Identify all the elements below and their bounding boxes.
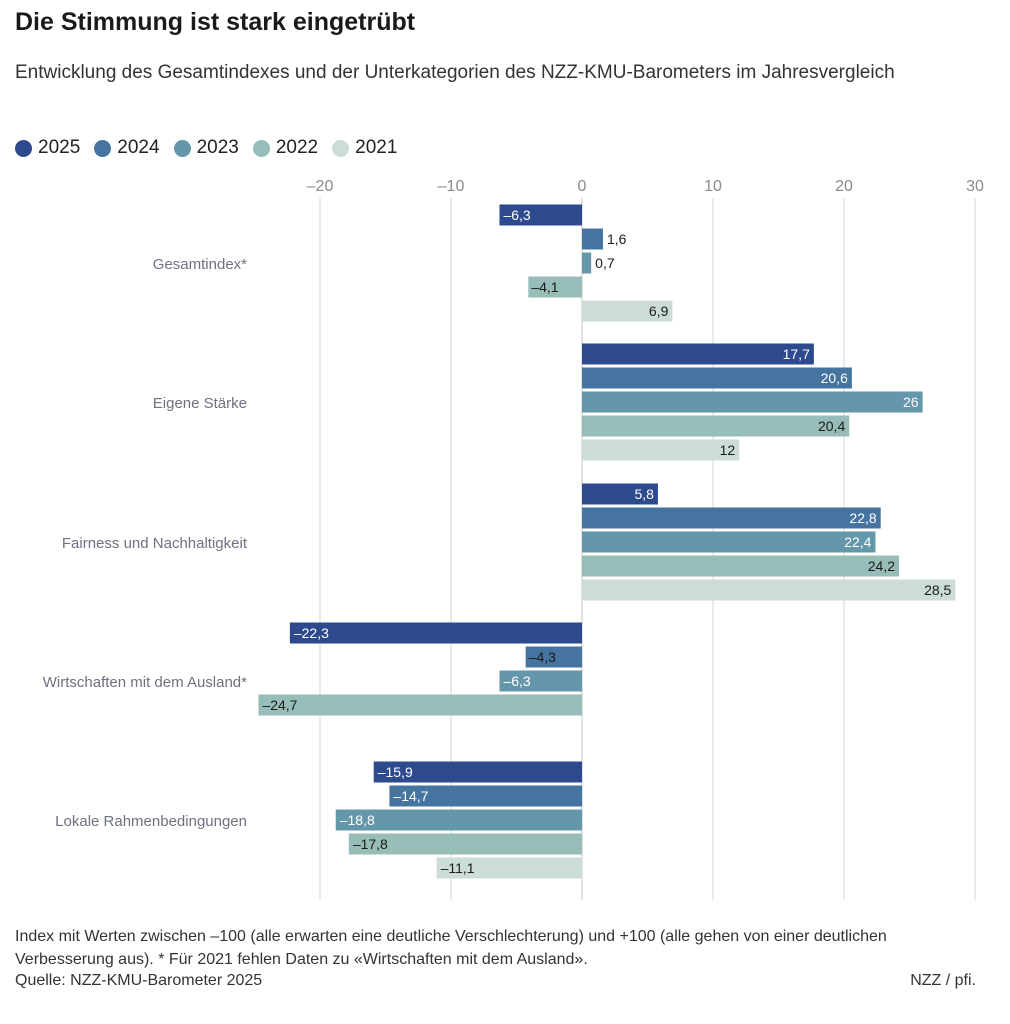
legend: 2025 2024 2023 2022 2021 [15,137,397,159]
data-label: 17,7 [783,346,810,362]
x-tick-label: –20 [307,178,334,195]
footnote: Index mit Werten zwischen –100 (alle erw… [15,928,887,968]
legend-swatch [332,139,350,157]
category-label: Lokale Rahmenbedingungen [55,813,247,830]
data-label: –4,3 [529,649,556,665]
legend-swatch [252,139,270,157]
bar [582,391,923,413]
data-label: 22,8 [849,510,876,526]
data-label: –18,8 [340,812,375,828]
data-label: 1,6 [607,231,627,247]
category-label: Eigene Stärke [153,395,247,412]
legend-label: 2025 [38,137,81,158]
bar [582,252,592,274]
legend-item-2022: 2022 [252,137,319,159]
bar [528,276,582,298]
bar [335,809,582,831]
legend-item-2025: 2025 [15,137,80,159]
x-tick-label: 20 [835,178,853,195]
bar [582,415,850,437]
x-tick-label: –10 [438,178,465,195]
bar [258,694,582,716]
category-label: Gesamtindex* [153,256,247,273]
legend-label: 2024 [117,137,160,158]
data-label: 28,5 [924,582,951,598]
bar [436,857,582,879]
legend-label: 2023 [196,137,239,158]
bar [373,761,582,783]
bar [582,367,852,389]
legend-item-2021: 2021 [332,137,397,159]
bar [525,646,582,668]
legend-swatch [15,139,32,157]
data-label: –6,3 [503,207,530,223]
data-label: –6,3 [503,673,530,689]
legend-label: 2021 [355,137,398,158]
legend-swatch [173,139,191,157]
source-note: Quelle: NZZ-KMU-Barometer 2025 [15,972,263,989]
x-tick-label: 10 [704,178,722,195]
bar [499,204,582,226]
bar [582,483,658,505]
bar [582,507,881,529]
category-label: Fairness und Nachhaltigkeit [62,535,248,552]
data-label: 5,8 [635,486,655,502]
data-label: –14,7 [393,788,428,804]
x-tick-label: 0 [578,178,587,195]
bar [582,228,603,250]
bar [389,785,582,807]
data-label: 20,6 [821,370,848,386]
legend-item-2023: 2023 [173,137,239,159]
bar [582,555,900,577]
data-label: 20,4 [818,418,845,434]
credit-note: NZZ / pfi. [910,972,976,989]
legend-item-2024: 2024 [94,137,160,159]
chart-subtitle: Entwicklung des Gesamtindexes und der Un… [15,62,895,83]
data-label: 22,4 [844,534,871,550]
data-label: –4,1 [531,279,558,295]
bar [499,670,582,692]
data-label: 24,2 [868,558,895,574]
bar [582,531,876,553]
bar-chart: –20 –10 0 10 20 30 Gesamtindex* Eigene Stärke Fa… [43,178,984,900]
data-label: 6,9 [649,303,669,319]
data-label: –15,9 [378,764,413,780]
data-label: –22,3 [294,625,329,641]
data-label: 12 [720,442,736,458]
data-label: 26 [903,394,919,410]
x-tick-label: 30 [966,178,984,195]
bar [582,300,673,322]
data-label: 0,7 [595,255,615,271]
legend-label: 2022 [275,137,319,158]
bar [582,439,740,461]
bar [289,622,582,644]
data-label: –17,8 [353,836,388,852]
bar [582,579,956,601]
bar [348,833,582,855]
bar [582,343,814,365]
category-label: Wirtschaften mit dem Ausland* [43,674,247,691]
data-label: –24,7 [262,697,297,713]
chart-title: Die Stimmung ist stark eingetrübt [15,8,416,36]
legend-swatch [94,139,112,157]
data-label: –11,1 [441,860,475,876]
